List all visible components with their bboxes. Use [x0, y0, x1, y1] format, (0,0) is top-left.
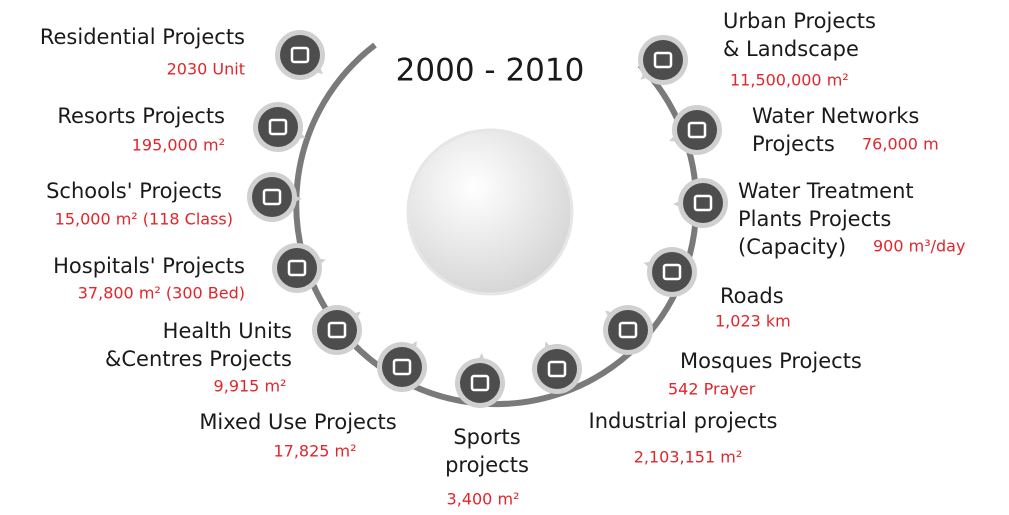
- item-value: 542 Prayer: [668, 380, 756, 399]
- item-label: Urban Projects: [723, 9, 876, 33]
- icon-glyph: [287, 259, 307, 277]
- item-value: 17,825 m²: [273, 442, 356, 461]
- item-label: Resorts Projects: [57, 104, 225, 128]
- item-label: & Landscape: [723, 37, 859, 61]
- icon-glyph: [268, 118, 288, 136]
- icon: [643, 40, 683, 80]
- icon-glyph: [653, 51, 673, 69]
- icon-glyph: [662, 263, 682, 281]
- item-label: &Centres Projects: [105, 347, 292, 371]
- item-value: 11,500,000 m²: [730, 71, 849, 90]
- icon: [382, 347, 422, 387]
- icon-glyph: [547, 360, 567, 378]
- icon-glyph: [392, 358, 412, 376]
- icon: [683, 183, 723, 223]
- icon-glyph: [290, 46, 310, 64]
- item-value: 76,000 m: [862, 135, 939, 154]
- title: 2000 - 2010: [396, 53, 585, 89]
- icon: [258, 107, 298, 147]
- icon: [537, 349, 577, 389]
- item-value: 15,000 m² (118 Class): [55, 210, 233, 229]
- item-label: Roads: [720, 284, 784, 308]
- item-label: Industrial projects: [589, 409, 778, 433]
- item-label: Mixed Use Projects: [199, 410, 396, 434]
- item-label: Water Treatment: [738, 179, 914, 203]
- item-value: 1,023 km: [715, 312, 791, 331]
- icon-glyph: [470, 374, 490, 392]
- item-label: projects: [445, 453, 529, 477]
- item-value: 2030 Unit: [167, 60, 245, 79]
- item-value: 9,915 m²: [214, 377, 287, 396]
- icon-glyph: [262, 188, 282, 206]
- item-value: 900 m³/day: [873, 237, 965, 256]
- icon: [677, 110, 717, 150]
- icon-glyph: [693, 194, 713, 212]
- item-label: Residential Projects: [40, 25, 245, 49]
- icon-glyph: [618, 321, 638, 339]
- item-value: 195,000 m²: [132, 136, 225, 155]
- item-label: Hospitals' Projects: [53, 254, 245, 278]
- icon: [652, 252, 692, 292]
- item-value: 3,400 m²: [447, 490, 520, 509]
- item-label: Projects: [752, 132, 835, 156]
- item-label: (Capacity): [738, 235, 846, 259]
- item-label: Mosques Projects: [680, 349, 862, 373]
- icon-glyph: [687, 121, 707, 139]
- item-label: Plants Projects: [738, 207, 891, 231]
- item-value: 37,800 m² (300 Bed): [78, 284, 245, 303]
- center-circle: [406, 128, 574, 296]
- icon: [277, 248, 317, 288]
- icon: [460, 363, 500, 403]
- item-value: 2,103,151 m²: [634, 448, 743, 467]
- item-label: Health Units: [163, 319, 292, 343]
- icon: [317, 310, 357, 350]
- icon: [608, 310, 648, 350]
- item-label: Water Networks: [752, 104, 919, 128]
- icon: [280, 35, 320, 75]
- item-label: Sports: [453, 425, 520, 449]
- icon: [252, 177, 292, 217]
- item-label: Schools' Projects: [46, 179, 222, 203]
- icon-glyph: [327, 321, 347, 339]
